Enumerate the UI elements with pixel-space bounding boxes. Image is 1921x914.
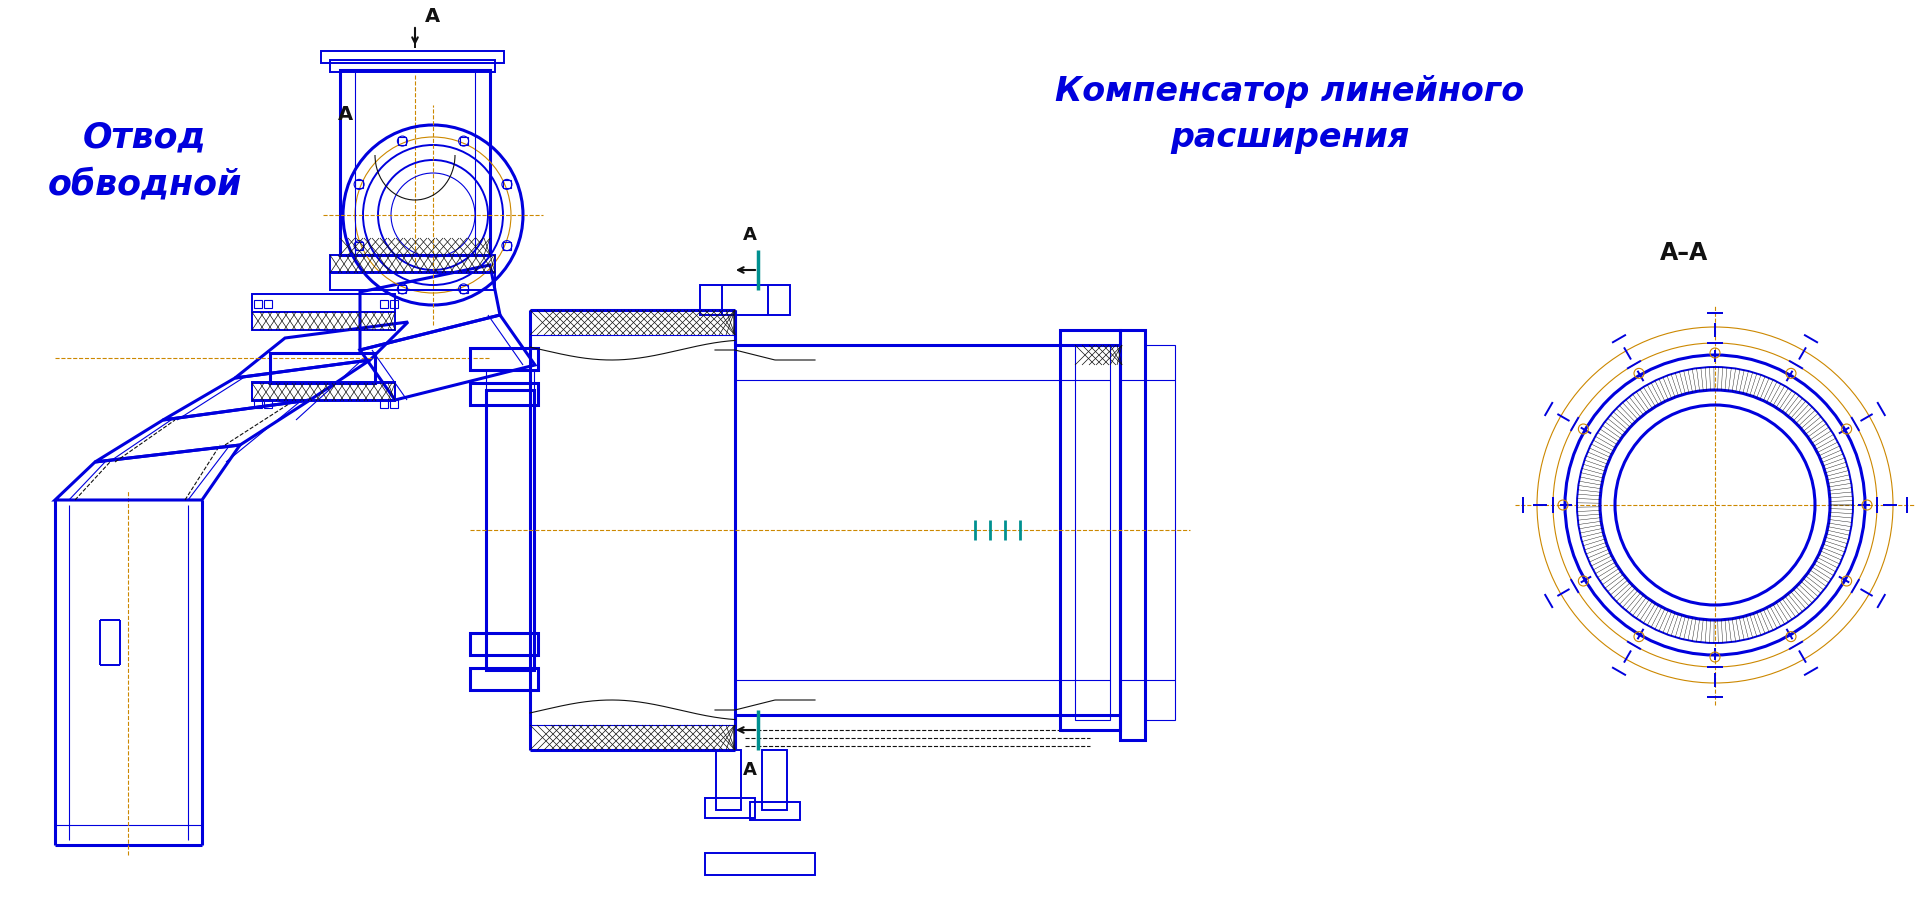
Text: A: A	[338, 105, 353, 124]
Bar	[252, 312, 396, 330]
Bar	[398, 137, 407, 145]
Bar	[699, 285, 790, 315]
Bar	[390, 400, 398, 408]
Bar	[390, 300, 398, 308]
Text: Компенсатор линейного
расширения: Компенсатор линейного расширения	[1055, 75, 1525, 154]
Bar	[252, 383, 396, 401]
Bar	[749, 802, 799, 820]
Bar	[1060, 330, 1120, 730]
Bar	[398, 285, 407, 292]
Bar	[503, 241, 511, 250]
Bar	[271, 353, 375, 383]
Bar	[717, 750, 742, 810]
Bar	[254, 300, 261, 308]
Bar	[1145, 345, 1176, 720]
Bar	[503, 180, 511, 188]
Bar	[330, 272, 496, 290]
Bar	[263, 300, 273, 308]
Text: A–A: A–A	[1660, 241, 1708, 265]
Bar	[380, 400, 388, 408]
Bar	[486, 390, 534, 670]
Bar	[252, 382, 396, 400]
Bar	[705, 853, 815, 875]
Bar	[252, 294, 396, 312]
Bar	[330, 60, 496, 72]
Bar	[330, 255, 496, 273]
Bar	[471, 633, 538, 655]
Bar	[380, 300, 388, 308]
Text: Отвод
обводной: Отвод обводной	[48, 120, 242, 201]
Bar	[705, 798, 755, 818]
Bar	[263, 400, 273, 408]
Bar	[321, 51, 503, 63]
Text: A: A	[743, 761, 757, 779]
Bar	[763, 750, 788, 810]
Text: A: A	[425, 7, 440, 26]
Bar	[471, 383, 538, 405]
Bar	[254, 400, 261, 408]
Bar	[471, 668, 538, 690]
Bar	[355, 241, 363, 250]
Text: A: A	[743, 226, 757, 244]
Bar	[1120, 330, 1145, 740]
Bar	[1076, 345, 1110, 720]
Bar	[471, 348, 538, 370]
Bar	[340, 70, 490, 255]
Bar	[459, 285, 467, 292]
Bar	[459, 137, 467, 145]
Bar	[355, 180, 363, 188]
